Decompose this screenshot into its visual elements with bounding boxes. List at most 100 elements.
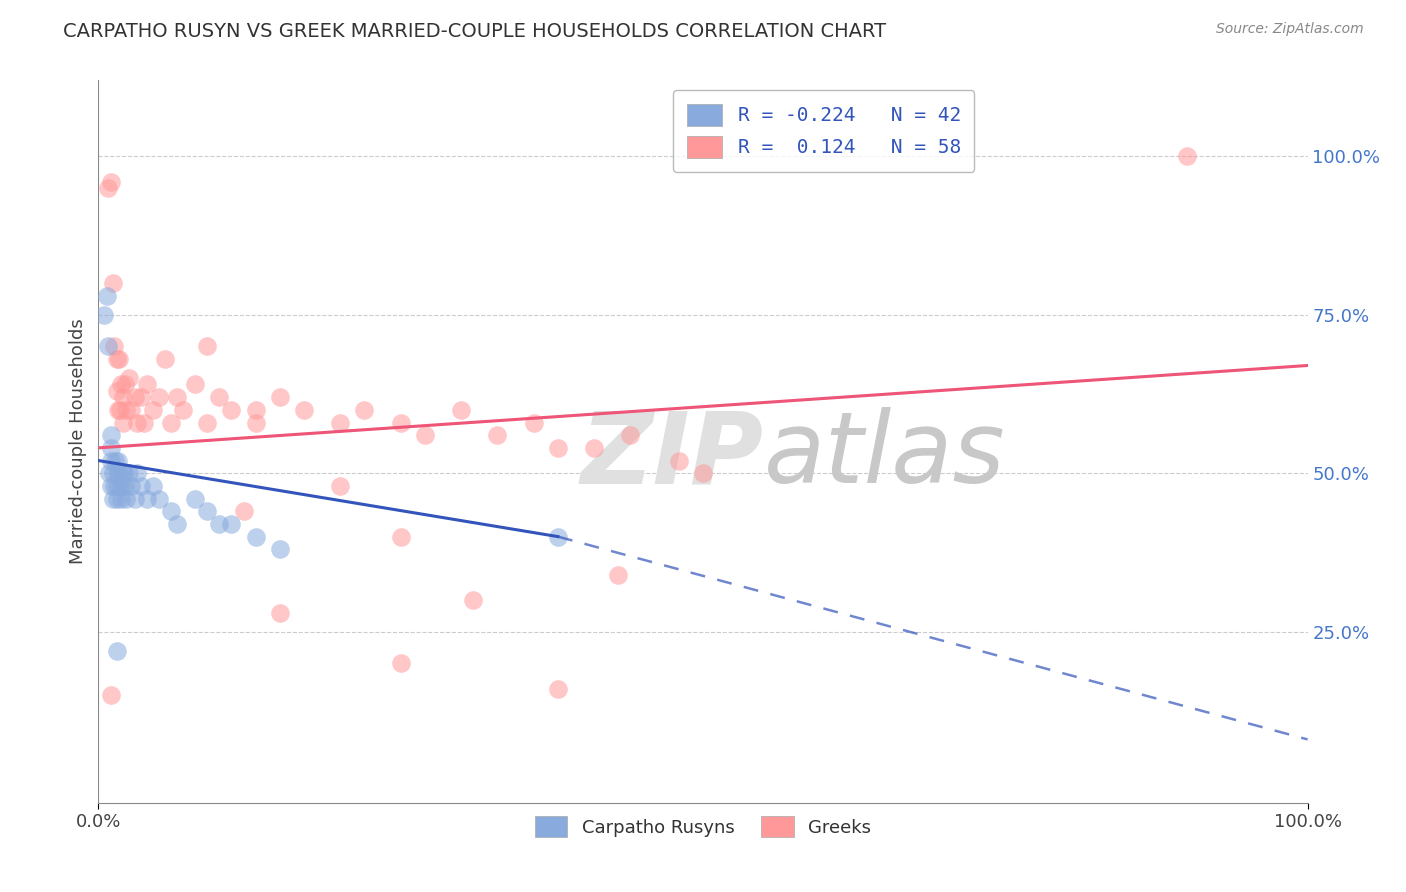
- Point: [105, 352, 128, 367]
- Point: [101, 467, 124, 481]
- Point: [195, 416, 218, 430]
- Point: [221, 516, 243, 531]
- Point: [93, 308, 115, 322]
- Point: [114, 377, 136, 392]
- Point: [100, 441, 122, 455]
- Point: [103, 479, 125, 493]
- Point: [142, 479, 165, 493]
- Point: [111, 416, 134, 430]
- Point: [692, 467, 714, 481]
- Point: [486, 428, 509, 442]
- Text: ZIP: ZIP: [581, 408, 763, 505]
- Point: [160, 416, 183, 430]
- Point: [129, 390, 152, 404]
- Point: [110, 491, 132, 506]
- Point: [135, 491, 157, 506]
- Point: [115, 491, 138, 506]
- Point: [120, 479, 142, 493]
- Point: [124, 390, 146, 404]
- Point: [547, 530, 569, 544]
- Point: [153, 352, 176, 367]
- Point: [245, 530, 267, 544]
- Point: [105, 479, 128, 493]
- Point: [98, 467, 121, 481]
- Point: [523, 416, 546, 430]
- Point: [100, 479, 122, 493]
- Point: [166, 390, 188, 404]
- Point: [607, 567, 630, 582]
- Point: [208, 390, 231, 404]
- Point: [111, 467, 134, 481]
- Point: [547, 441, 569, 455]
- Point: [245, 416, 267, 430]
- Point: [104, 453, 127, 467]
- Point: [103, 339, 125, 353]
- Point: [100, 688, 122, 702]
- Point: [221, 402, 243, 417]
- Point: [127, 416, 149, 430]
- Point: [124, 491, 146, 506]
- Point: [148, 390, 170, 404]
- Point: [112, 467, 135, 481]
- Point: [547, 681, 569, 696]
- Point: [195, 504, 218, 518]
- Point: [668, 453, 690, 467]
- Point: [389, 530, 412, 544]
- Point: [105, 491, 128, 506]
- Point: [118, 467, 141, 481]
- Point: [107, 402, 129, 417]
- Point: [269, 606, 291, 620]
- Point: [101, 276, 124, 290]
- Point: [166, 516, 188, 531]
- Point: [108, 402, 131, 417]
- Point: [135, 377, 157, 392]
- Point: [110, 377, 132, 392]
- Point: [105, 643, 128, 657]
- Point: [111, 390, 134, 404]
- Point: [108, 467, 131, 481]
- Point: [329, 416, 352, 430]
- Point: [127, 467, 149, 481]
- Point: [329, 479, 352, 493]
- Point: [269, 542, 291, 557]
- Point: [100, 428, 122, 442]
- Point: [208, 516, 231, 531]
- Point: [96, 289, 118, 303]
- Point: [353, 402, 375, 417]
- Text: CARPATHO RUSYN VS GREEK MARRIED-COUPLE HOUSEHOLDS CORRELATION CHART: CARPATHO RUSYN VS GREEK MARRIED-COUPLE H…: [63, 22, 886, 41]
- Point: [114, 479, 136, 493]
- Text: atlas: atlas: [763, 408, 1005, 505]
- Point: [105, 467, 128, 481]
- Point: [160, 504, 183, 518]
- Point: [134, 416, 156, 430]
- Legend: Carpatho Rusyns, Greeks: Carpatho Rusyns, Greeks: [527, 809, 879, 845]
- Point: [583, 441, 606, 455]
- Point: [269, 390, 291, 404]
- Point: [142, 402, 165, 417]
- Point: [108, 479, 131, 493]
- Point: [129, 479, 152, 493]
- Text: Source: ZipAtlas.com: Source: ZipAtlas.com: [1216, 22, 1364, 37]
- Point: [292, 402, 315, 417]
- Point: [450, 402, 472, 417]
- Y-axis label: Married-couple Households: Married-couple Households: [69, 318, 87, 565]
- Point: [105, 384, 128, 398]
- Point: [107, 453, 129, 467]
- Point: [245, 402, 267, 417]
- Point: [389, 657, 412, 671]
- Point: [97, 181, 120, 195]
- Point: [389, 416, 412, 430]
- Point: [619, 428, 641, 442]
- Point: [184, 377, 207, 392]
- Point: [1175, 149, 1198, 163]
- Point: [100, 175, 122, 189]
- Point: [120, 402, 142, 417]
- Point: [101, 491, 124, 506]
- Point: [118, 371, 141, 385]
- Point: [463, 593, 485, 607]
- Point: [97, 339, 120, 353]
- Point: [232, 504, 254, 518]
- Point: [195, 339, 218, 353]
- Point: [108, 352, 131, 367]
- Point: [148, 491, 170, 506]
